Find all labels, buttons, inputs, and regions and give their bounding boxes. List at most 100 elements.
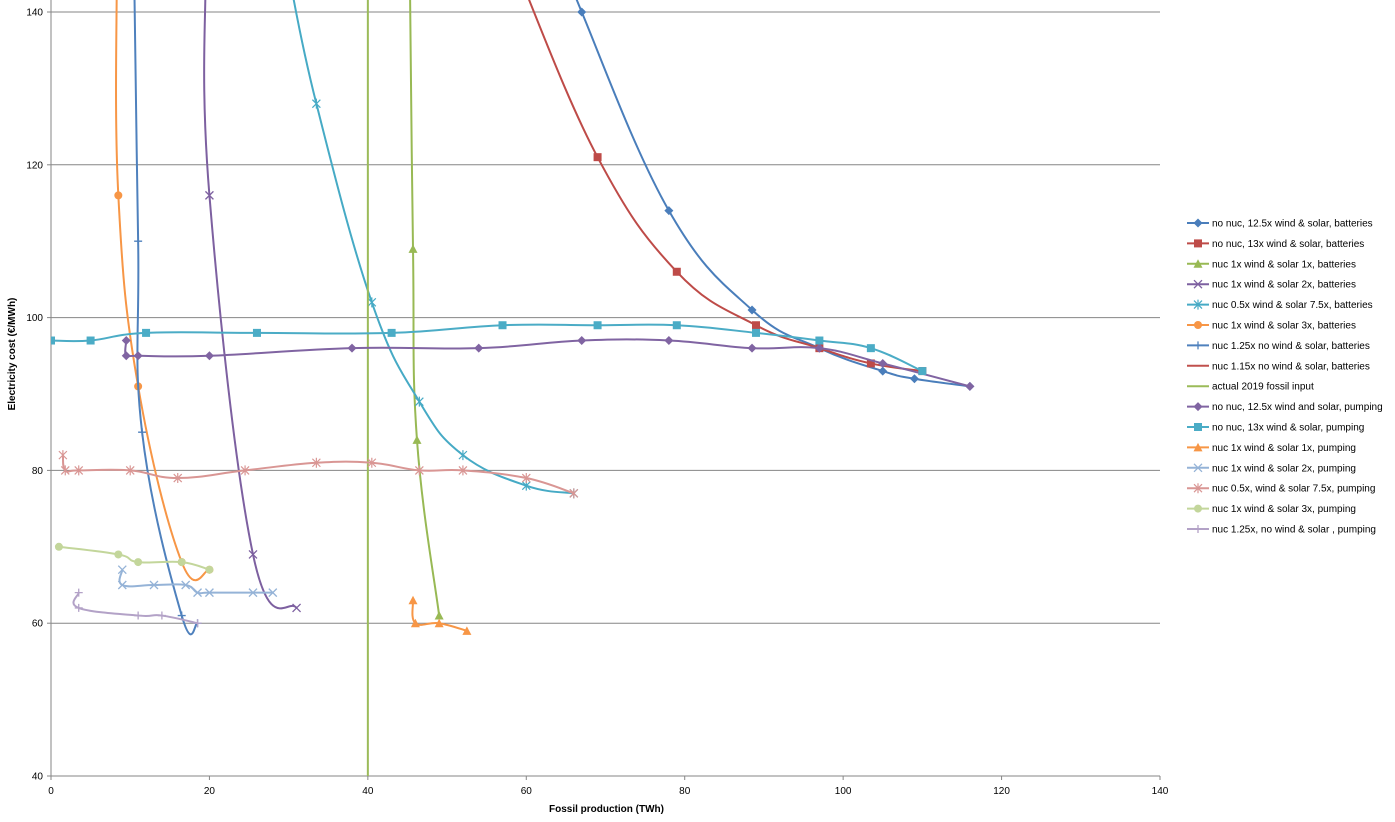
series-4-point-4 [292,603,302,613]
series-3-point-2 [408,244,418,253]
legend-item-8: nuc 1.15x no wind & solar, batteries [1187,361,1370,372]
series-1-point-7 [909,374,919,384]
series-14-point-10 [458,465,468,476]
series-4-line [203,0,298,610]
legend-item-14: nuc 0.5x, wind & solar 7.5x, pumping [1187,483,1375,495]
series-14-point-7 [311,457,321,468]
series-6-line [115,0,210,582]
legend-swatch-marker-6 [1194,321,1202,329]
series-11-point-10 [815,336,824,345]
y-tick-label-100: 100 [26,313,43,324]
series-1-point-6 [878,366,888,376]
legend-swatch-marker-4 [1193,279,1203,289]
series-3-point-4 [434,611,444,620]
legend-item-15: nuc 1x wind & solar 3x, pumping [1187,504,1356,515]
series-13-point-1 [117,565,127,575]
legend-swatch-marker-5 [1193,299,1203,310]
series-10-point-10 [814,343,824,353]
legend-item-11: no nuc, 13x wind & solar, pumping [1187,423,1364,434]
series-14-line [61,454,575,495]
series-15-point-5 [205,565,214,574]
series-4-point-2 [204,190,214,200]
x-tick-label-40: 40 [362,786,374,797]
y-tick-label-120: 120 [26,160,43,171]
y-tick-label-80: 80 [32,466,44,477]
series-10-point-5 [347,343,357,353]
legend-label-4: nuc 1x wind & solar 2x, batteries [1212,280,1356,291]
legend-item-6: nuc 1x wind & solar 3x, batteries [1187,321,1356,332]
legend-label-13: nuc 1x wind & solar 2x, pumping [1212,463,1356,474]
series-16-point-3 [134,611,143,620]
series-plot [51,0,975,776]
legend-item-13: nuc 1x wind & solar 2x, pumping [1187,463,1356,474]
legend-swatch-marker-11 [1194,423,1202,431]
gridlines [51,11,1160,777]
series-15-point-4 [177,558,186,567]
series-10-point-9 [747,343,757,353]
legend-label-12: nuc 1x wind & solar 1x, pumping [1212,443,1356,454]
series-7-point-3 [138,428,147,437]
series-10-point-3 [133,351,143,361]
legend-label-15: nuc 1x wind & solar 3x, pumping [1212,504,1356,515]
y-axis-title: Electricity cost (€/MWh) [7,298,18,411]
series-1-point-4 [747,305,757,315]
series-15-point-3 [134,558,143,567]
series-4 [203,0,302,613]
series-10-point-2 [121,351,131,361]
legend-label-9: actual 2019 fossil input [1212,382,1314,393]
series-14-point-9 [414,465,424,476]
series-5-line [292,0,574,495]
series-15-line [58,545,210,571]
series-14-point-1 [58,450,68,461]
series-5-point-3 [367,297,377,308]
series-13 [117,565,278,598]
series-14 [58,450,579,499]
series-15-point-1 [54,542,63,551]
x-tick-label-0: 0 [48,786,54,797]
series-10-point-1 [121,336,131,346]
series-13-point-2 [117,580,127,590]
series-13-point-8 [268,588,278,598]
series-11-point-11 [866,344,875,353]
series-2-line [528,0,923,373]
legend-item-2: no nuc, 13x wind & solar, batteries [1187,239,1364,250]
legend-label-6: nuc 1x wind & solar 3x, batteries [1212,321,1356,332]
legend-swatch-marker-16 [1194,525,1202,533]
series-10-point-7 [577,336,587,346]
series-13-point-6 [204,588,214,598]
series-16-point-4 [157,611,166,620]
series-3-point-3 [412,435,422,444]
series-10-point-12 [965,381,975,391]
y-tick-label-60: 60 [32,619,44,630]
legend-swatch-marker-15 [1194,504,1202,513]
series-10-point-8 [664,336,674,346]
legend-item-5: nuc 0.5x wind & solar 7.5x, batteries [1187,299,1373,311]
series-14-point-6 [240,465,250,476]
series-12 [408,595,472,635]
series-11-point-2 [86,336,95,345]
legend-item-1: no nuc, 12.5x wind & solar, batteries [1187,218,1373,230]
legend-item-4: nuc 1x wind & solar 2x, batteries [1187,280,1356,291]
legend-item-7: nuc 1.25x no wind & solar, batteries [1187,341,1370,352]
series-2-point-2 [593,153,602,162]
series-2 [528,0,927,376]
series-12-point-3 [434,618,444,628]
series-6 [114,0,214,582]
series-11-point-6 [498,321,507,330]
series-14-point-4 [125,465,135,476]
series-5-point-4 [414,396,424,407]
legend-label-14: nuc 0.5x, wind & solar 7.5x, pumping [1212,484,1375,495]
legend-swatch-marker-12 [1193,442,1203,452]
legend-item-9: actual 2019 fossil input [1187,382,1314,393]
series-12-point-2 [410,618,420,628]
series-14-point-5 [173,473,183,484]
series-11-point-12 [918,367,927,376]
x-tick-label-60: 60 [521,786,533,797]
series-11 [51,321,927,376]
series-2-point-4 [752,321,761,330]
series-11-point-8 [672,321,681,330]
x-tick-label-80: 80 [679,786,691,797]
series-16-point-2 [74,603,83,612]
series-10-point-4 [204,351,214,361]
